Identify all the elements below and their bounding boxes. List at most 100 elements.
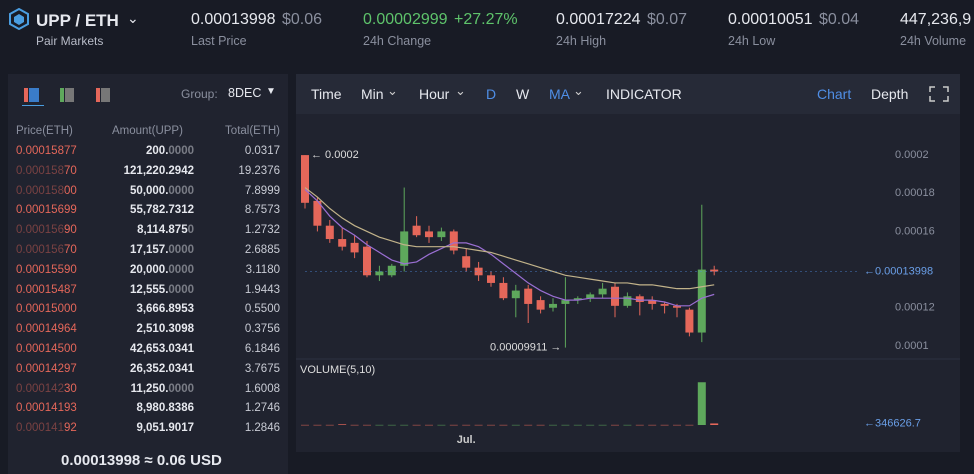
volume-bar	[350, 424, 359, 426]
view-icons	[22, 88, 110, 106]
toolbar-item[interactable]: Min	[361, 86, 384, 102]
volume-bar	[635, 424, 644, 426]
price: 0.00015699	[16, 204, 77, 217]
candle-body	[325, 225, 334, 240]
price: 0.00015000	[16, 303, 77, 316]
candle-body	[524, 288, 533, 304]
amount: 26,352.0341	[130, 362, 194, 375]
volume-bar	[673, 424, 681, 426]
candle-body	[425, 231, 433, 238]
volume-bar	[499, 424, 508, 426]
stat-label: 24h Change	[363, 34, 432, 48]
toolbar-item[interactable]: INDICATOR	[606, 86, 682, 102]
toolbar-item[interactable]: W	[516, 86, 530, 102]
amount: 8,114.8750	[137, 224, 194, 237]
price: 0.00015670	[16, 244, 77, 256]
price: 0.00015487	[16, 283, 77, 296]
candle-body	[685, 309, 694, 333]
total: 1.2732	[244, 224, 280, 237]
volume-bar	[573, 424, 582, 426]
stat-fiat: +27.27%	[454, 11, 518, 28]
candle-body	[710, 269, 719, 272]
total: 8.7573	[244, 204, 280, 217]
price: 0.00014193	[16, 402, 77, 415]
volume-bar	[449, 424, 458, 426]
amount: 2,510.3098	[136, 323, 194, 336]
amount: 12,555.0000	[130, 283, 194, 296]
stat-fiat: $0.06	[282, 11, 323, 28]
volume-bar	[425, 424, 433, 426]
volume-bar	[437, 424, 446, 426]
volume-bar	[524, 424, 533, 426]
price: 0.00014964	[16, 323, 77, 336]
volume-bar	[710, 423, 719, 425]
volume-bar	[363, 424, 371, 426]
y-tick-label: 0.00012	[895, 302, 935, 314]
volume-bar	[536, 424, 545, 426]
candle-body	[437, 231, 446, 238]
candle-body	[598, 288, 607, 295]
candle-body	[375, 271, 384, 276]
fullscreen-icon[interactable]	[929, 86, 949, 102]
candle-body	[673, 305, 681, 308]
pair[interactable]: UPP / ETH	[36, 11, 119, 30]
toolbar-item[interactable]: Time	[311, 86, 342, 102]
volume-bar	[375, 424, 384, 426]
volume-bar	[549, 424, 557, 426]
pair-caret[interactable]: ⌄	[127, 10, 139, 26]
total: 2.6885	[244, 244, 280, 256]
stat-label: Last Price	[191, 34, 247, 48]
price: 0.00015870	[16, 164, 77, 177]
toolbar-item[interactable]: Hour	[419, 86, 450, 102]
candle-body	[449, 231, 458, 251]
group-caret[interactable]: ▼	[266, 86, 276, 97]
total: 1.2846	[244, 422, 280, 435]
candle-body	[549, 303, 557, 308]
volume-bar	[400, 424, 409, 426]
toolbar-item[interactable]: MA	[549, 86, 570, 102]
volume-bar	[338, 424, 347, 425]
amount: 121,220.2942	[123, 164, 194, 177]
candle-body	[660, 303, 669, 306]
toolbar-item[interactable]: D	[486, 86, 497, 102]
dropdown-caret: ⌄	[455, 83, 466, 98]
stat-value: 0.00002999	[363, 11, 448, 28]
last-price: 0.00013998 ≈ 0.06 USD	[61, 452, 222, 469]
candle-body	[400, 231, 409, 266]
logo	[9, 8, 29, 30]
volume-bar	[301, 424, 309, 426]
view-tab[interactable]: Chart	[817, 86, 852, 102]
total: 0.3756	[244, 323, 280, 336]
column-header: Amount(UPP)	[112, 125, 183, 137]
price: 0.00015877	[16, 145, 77, 157]
candle-body	[412, 225, 421, 236]
view-tab[interactable]: Depth	[871, 86, 909, 102]
column-header: Price(ETH)	[16, 125, 73, 137]
candle-body	[338, 239, 347, 247]
group-select[interactable]: 8DEC	[228, 86, 262, 100]
volume-bar	[313, 424, 322, 426]
total: 19.2376	[238, 164, 280, 177]
price: 0.00014230	[16, 382, 77, 395]
high-annotation: ← 0.0002	[311, 149, 359, 161]
total: 6.1846	[244, 343, 280, 355]
stat-value: 0.00017224	[556, 11, 641, 28]
volume-bar	[325, 424, 334, 426]
order-book: Group: 8DEC ▼ Price(ETH) Amount(UPP) Total…	[8, 74, 288, 474]
volume-bar	[611, 424, 619, 426]
volume-bar	[474, 424, 483, 426]
total: 1.9443	[244, 283, 280, 296]
amount: 200.0000	[146, 145, 194, 157]
price: 0.00015800	[16, 184, 77, 197]
volume-bar	[487, 424, 495, 426]
volume-bar	[462, 424, 471, 426]
volume-bar	[412, 424, 421, 426]
volume-annotation: ←346626.7	[864, 417, 921, 429]
low-annotation: 0.00009911 →	[490, 341, 561, 353]
candle-body	[573, 298, 582, 301]
y-tick-label: 0.0001	[895, 340, 929, 352]
volume-title: VOLUME(5,10)	[300, 364, 375, 376]
candle-body	[363, 246, 371, 276]
